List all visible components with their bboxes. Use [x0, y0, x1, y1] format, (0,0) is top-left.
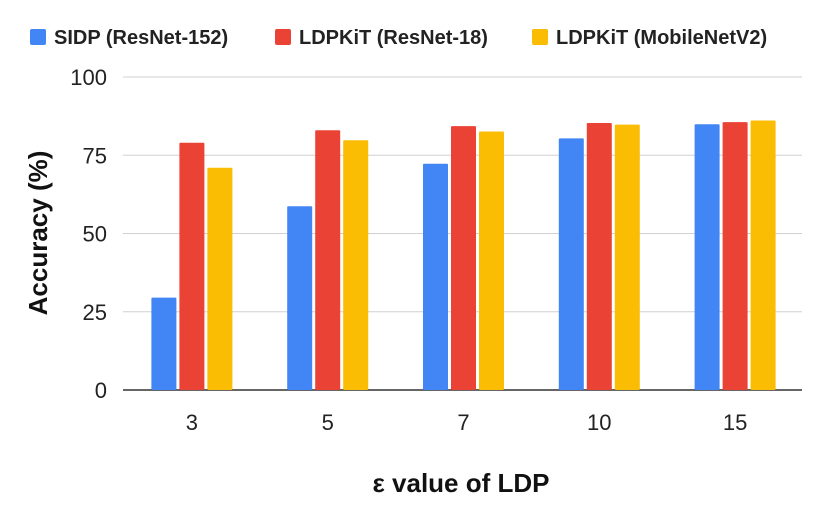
- bar-sidp-resnet-152-eps-7: [423, 163, 448, 390]
- bar-sidp-resnet-152-eps-15: [694, 124, 720, 390]
- legend-label: SIDP (ResNet-152): [54, 27, 228, 49]
- legend-item: SIDP (ResNet-152): [30, 27, 228, 49]
- x-tick-label: 3: [186, 410, 198, 435]
- bar-ldpkit-resnet-18-eps-15: [722, 122, 748, 391]
- legend-label: LDPKiT (MobileNetV2): [556, 27, 767, 49]
- x-tick-label: 5: [322, 410, 334, 435]
- bar-sidp-resnet-152-eps-10: [558, 138, 584, 390]
- x-tick-label: 10: [587, 410, 611, 435]
- bar-ldpkit-mobilenetv2-eps-15: [750, 120, 776, 390]
- x-axis-ticks: 3 5 7 10 15: [186, 410, 748, 435]
- bar-ldpkit-resnet-18-eps-10: [586, 123, 612, 391]
- bar-ldpkit-mobilenetv2-eps-10: [614, 124, 640, 391]
- y-tick-label: 0: [95, 378, 107, 403]
- legend-label: LDPKiT (ResNet-18): [299, 27, 488, 49]
- bar-ldpkit-mobilenetv2-eps-7: [479, 131, 504, 390]
- legend-swatch: [532, 29, 548, 45]
- legend-swatch: [30, 29, 46, 45]
- y-tick-label: 100: [70, 65, 107, 90]
- bar-ldpkit-resnet-18-eps-5: [315, 130, 341, 390]
- bar-ldpkit-mobilenetv2-eps-5: [343, 140, 369, 390]
- bar-ldpkit-resnet-18-eps-7: [451, 126, 476, 391]
- x-tick-label: 7: [457, 410, 469, 435]
- y-axis-ticks: 0 25 50 75 100: [70, 65, 107, 403]
- y-axis-title: Accuracy (%): [23, 151, 53, 316]
- bar-ldpkit-mobilenetv2-eps-3: [207, 167, 233, 390]
- x-tick-label: 15: [723, 410, 747, 435]
- legend-item: LDPKiT (ResNet-18): [275, 27, 488, 49]
- y-tick-label: 25: [83, 300, 107, 325]
- y-tick-label: 75: [83, 143, 107, 168]
- legend-swatch: [275, 29, 291, 45]
- bar-sidp-resnet-152-eps-5: [287, 206, 313, 390]
- y-tick-label: 50: [83, 222, 107, 247]
- bar-ldpkit-resnet-18-eps-3: [179, 142, 205, 390]
- legend: SIDP (ResNet-152) LDPKiT (ResNet-18) LDPKi…: [30, 27, 767, 49]
- legend-item: LDPKiT (MobileNetV2): [532, 27, 767, 49]
- bars: [151, 120, 776, 391]
- bar-sidp-resnet-152-eps-3: [151, 297, 177, 390]
- x-axis-title: ε value of LDP: [372, 468, 549, 498]
